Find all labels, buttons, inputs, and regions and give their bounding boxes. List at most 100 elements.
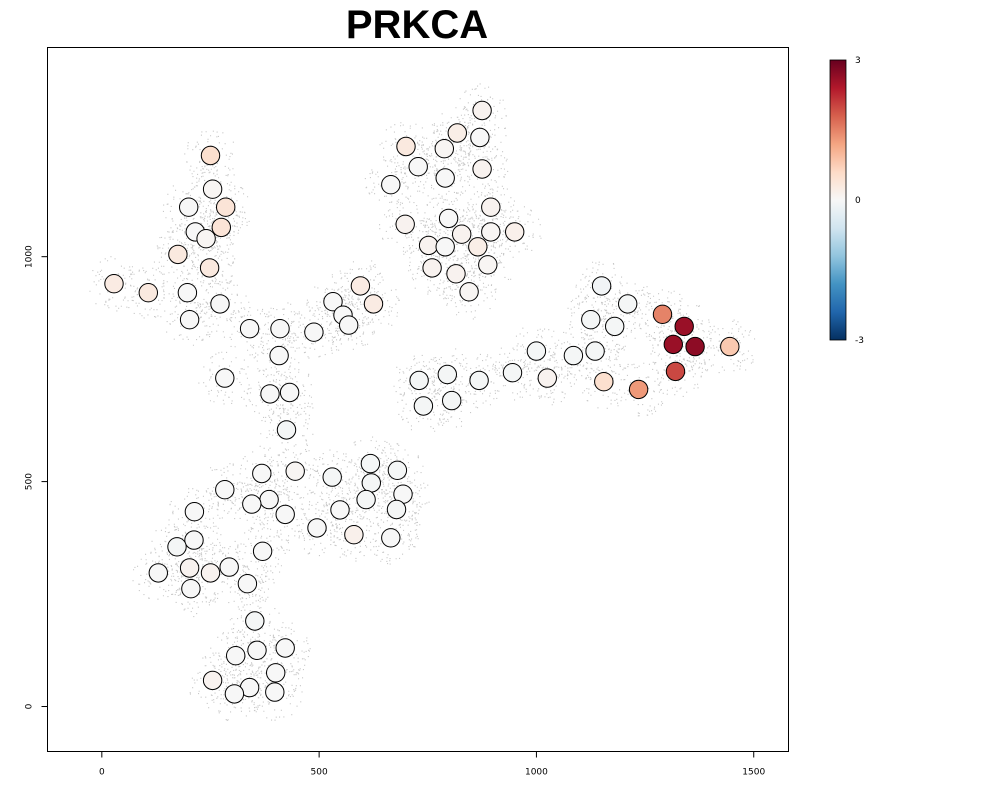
spot-point <box>210 294 230 314</box>
spot-point <box>323 292 343 312</box>
spot-point <box>216 197 236 217</box>
spot-point <box>339 315 359 335</box>
colorbar-ticks: 3 0 -3 <box>855 56 864 346</box>
spot-point <box>446 264 466 284</box>
spot-point <box>526 341 547 361</box>
y-tick-label: 500 <box>25 473 35 490</box>
spot-point <box>252 541 273 561</box>
spot-point <box>435 168 455 188</box>
spot-point <box>363 294 384 314</box>
spot-point <box>275 504 295 525</box>
spot-point <box>179 197 199 217</box>
spot-point <box>481 197 501 217</box>
spots-layer <box>104 100 740 704</box>
spot-point <box>181 579 201 599</box>
spot-point <box>245 611 265 631</box>
spot-point <box>239 319 260 339</box>
x-tick-label: 0 <box>99 768 105 778</box>
spot-point <box>177 283 198 303</box>
spot-point <box>537 368 557 388</box>
spot-point <box>381 528 401 548</box>
spot-point <box>259 489 279 510</box>
y-tick-label: 1000 <box>25 245 35 268</box>
spot-point <box>478 255 498 275</box>
spot-point <box>285 461 305 481</box>
spot-point <box>652 304 673 324</box>
spot-point <box>344 525 364 545</box>
spot-point <box>179 558 200 578</box>
spot-point <box>199 258 220 278</box>
spot-point <box>470 127 490 148</box>
spot-point <box>472 159 492 179</box>
spot-point <box>252 463 272 484</box>
colorbar-tick-label: 0 <box>855 196 861 206</box>
spot-point <box>452 224 472 244</box>
spot-point <box>468 237 488 257</box>
spot-point <box>618 294 638 314</box>
spot-point <box>594 372 614 392</box>
spot-point <box>138 283 159 303</box>
spot-point <box>396 136 416 157</box>
x-tick-label: 1500 <box>742 768 765 778</box>
spot-point <box>505 222 525 242</box>
spot-point <box>481 222 501 242</box>
spot-point <box>242 494 262 514</box>
spot-point <box>438 208 459 229</box>
spot-point <box>307 518 327 538</box>
spot-point <box>663 334 683 355</box>
colorbar-tick-label: 3 <box>855 56 861 66</box>
spot-point <box>304 322 324 342</box>
spot-point <box>413 396 434 416</box>
spot-point <box>356 489 376 510</box>
spot-point <box>200 145 221 166</box>
spot-point <box>179 310 200 330</box>
spot-point <box>447 123 467 143</box>
background-cells-layer <box>89 83 756 721</box>
spot-point <box>184 502 205 522</box>
plot-frame <box>47 47 789 752</box>
spot-point <box>224 684 245 704</box>
spot-point <box>168 244 188 265</box>
colorbar: 3 0 -3 <box>829 56 864 346</box>
background-cells <box>89 83 756 721</box>
spot-point <box>148 563 169 583</box>
spot-point <box>167 537 187 557</box>
spot-point <box>434 139 454 159</box>
spot-point <box>215 480 235 500</box>
chart-title: PRKCA <box>346 3 488 47</box>
spot-point <box>720 336 740 357</box>
spot-point <box>215 368 235 388</box>
y-tick-label: 0 <box>25 703 35 709</box>
spot-point <box>322 467 342 487</box>
spot-point <box>563 345 584 366</box>
colorbar-tick-label: -3 <box>855 336 864 346</box>
y-axis: 0 500 1000 <box>25 245 48 709</box>
spot-point <box>219 557 239 577</box>
spot-point <box>685 336 705 357</box>
spot-point <box>361 473 381 493</box>
spot-point <box>459 282 479 302</box>
spot-point <box>665 361 686 382</box>
spot-point <box>502 363 523 383</box>
spot-point <box>276 420 297 440</box>
spot-point <box>266 663 286 683</box>
spot-point <box>196 229 216 249</box>
spot-point <box>226 646 246 666</box>
spot-point <box>408 157 428 177</box>
spot-point <box>418 235 439 256</box>
spot-point <box>202 670 223 691</box>
spot-point <box>409 370 429 391</box>
spot-point <box>387 460 408 480</box>
spot-point <box>395 214 415 235</box>
spot-point <box>472 100 492 121</box>
spot-point <box>585 341 605 361</box>
spot-point <box>422 258 442 278</box>
spot-point <box>360 453 381 474</box>
spot-point <box>435 237 455 257</box>
spot-point <box>437 364 457 385</box>
spot-point <box>350 276 371 296</box>
spot-point <box>386 499 407 520</box>
spot-point <box>591 276 612 296</box>
spot-point <box>260 384 280 404</box>
spot-point <box>202 179 223 199</box>
